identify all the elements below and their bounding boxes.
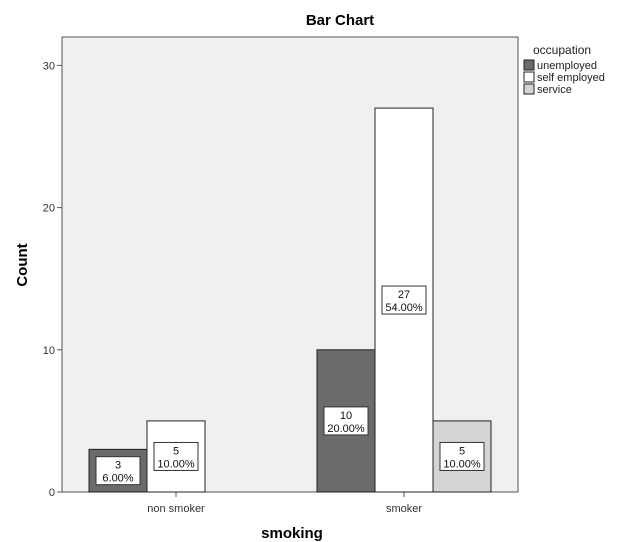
chart-title: Bar Chart <box>306 12 374 29</box>
legend-label: self employed <box>537 72 605 84</box>
legend-swatch <box>523 59 535 71</box>
x-tick-label: non smoker <box>147 503 205 515</box>
legend-label: unemployed <box>537 60 597 72</box>
legend-swatch <box>523 83 535 95</box>
data-label-percent: 10.00% <box>443 458 481 470</box>
x-axis: non smoker smoker <box>147 492 422 515</box>
data-label-box <box>323 406 369 436</box>
data-label-count: 3 <box>115 460 121 472</box>
data-label-count: 10 <box>340 410 352 422</box>
data-label-percent: 10.00% <box>157 458 195 470</box>
data-label-box <box>381 285 427 315</box>
plot-area <box>61 36 519 493</box>
y-tick-label: 10 <box>43 345 55 357</box>
data-label-percent: 54.00% <box>385 302 423 314</box>
x-axis-title: smoking <box>261 525 323 542</box>
legend-title: occupation <box>533 43 591 57</box>
data-label-percent: 20.00% <box>327 423 365 435</box>
legend-swatch <box>523 71 535 83</box>
data-label-box <box>95 456 141 486</box>
y-axis: 0 10 20 30 <box>43 60 62 499</box>
data-label-count: 5 <box>173 445 179 457</box>
x-tick-label: smoker <box>386 503 422 515</box>
data-label-box <box>153 441 199 471</box>
legend-label: service <box>537 84 572 96</box>
data-label-count: 27 <box>398 289 410 301</box>
y-axis-title: Count <box>14 243 31 286</box>
data-label: 36.00% <box>95 456 141 486</box>
y-tick-label: 0 <box>49 487 55 499</box>
data-label-percent: 6.00% <box>102 473 133 485</box>
data-label: 510.00% <box>153 441 199 471</box>
y-tick-label: 20 <box>43 203 55 215</box>
data-label: 510.00% <box>439 441 485 471</box>
data-label-box <box>439 441 485 471</box>
y-tick-label: 30 <box>43 60 55 72</box>
data-label-count: 5 <box>459 445 465 457</box>
